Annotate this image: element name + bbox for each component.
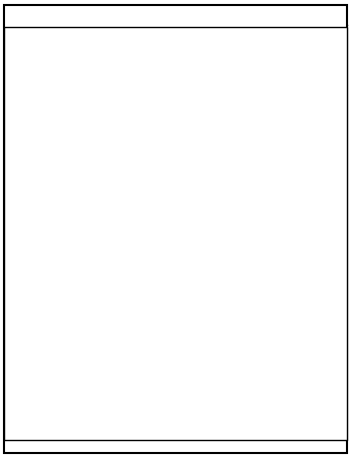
Text: 3: 3: [103, 250, 107, 259]
Text: 18: 18: [60, 126, 70, 135]
Text: 16: 16: [279, 195, 288, 204]
Text: 10: 10: [60, 222, 70, 231]
Text: 36: 36: [18, 207, 27, 214]
Text: 33: 33: [72, 173, 82, 180]
FancyBboxPatch shape: [122, 124, 210, 137]
Text: 14: 14: [28, 121, 38, 131]
Text: 41: 41: [216, 181, 225, 190]
Text: FREEZER COMPARTMENT: FREEZER COMPARTMENT: [52, 11, 178, 21]
FancyBboxPatch shape: [42, 261, 164, 284]
Text: 39: 39: [221, 153, 231, 163]
FancyBboxPatch shape: [5, 41, 37, 82]
Text: 22: 22: [289, 101, 299, 110]
FancyBboxPatch shape: [126, 174, 203, 192]
Text: 31: 31: [315, 256, 325, 265]
Text: 28: 28: [160, 76, 169, 85]
Text: 11: 11: [51, 234, 61, 244]
Text: 21: 21: [291, 167, 301, 176]
Text: 15: 15: [53, 213, 63, 222]
Text: RSD2000AA(*): RSD2000AA(*): [52, 19, 125, 28]
Text: 35: 35: [81, 144, 91, 153]
Text: Drw No: M-60-16: Drw No: M-60-16: [269, 441, 340, 450]
Text: 17: 17: [273, 176, 283, 185]
Text: 29: 29: [125, 54, 134, 63]
Text: 5: 5: [127, 199, 132, 208]
Text: 15: 15: [70, 98, 80, 108]
Text: 37: 37: [28, 41, 38, 50]
Text: 30: 30: [270, 256, 280, 266]
Text: 6: 6: [127, 373, 132, 382]
Text: 25: 25: [191, 112, 201, 121]
FancyBboxPatch shape: [259, 69, 287, 114]
Text: 27: 27: [177, 66, 187, 76]
FancyBboxPatch shape: [126, 192, 231, 220]
Text: 2/92: 2/92: [10, 441, 29, 450]
Text: 32: 32: [104, 169, 113, 179]
FancyBboxPatch shape: [122, 151, 220, 169]
FancyBboxPatch shape: [287, 174, 326, 403]
Text: 20: 20: [275, 152, 285, 161]
Text: 42: 42: [139, 96, 148, 105]
Text: 40: 40: [251, 148, 260, 157]
Text: 24: 24: [156, 98, 166, 108]
Text: 2: 2: [145, 277, 149, 286]
Text: Models:: Models:: [10, 19, 50, 28]
Text: 8: 8: [75, 337, 79, 346]
Text: Section:: Section:: [10, 11, 52, 21]
Text: 23: 23: [230, 94, 239, 103]
Text: 13: 13: [60, 181, 70, 190]
Text: 9: 9: [178, 222, 183, 231]
Text: 38: 38: [203, 149, 213, 158]
Text: 26: 26: [251, 57, 260, 66]
Text: 12: 12: [126, 309, 136, 318]
Text: 4: 4: [188, 256, 193, 266]
Text: 19: 19: [116, 149, 126, 158]
